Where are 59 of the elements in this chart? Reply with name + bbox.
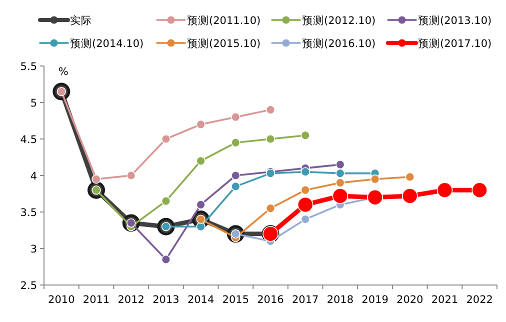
- legend-label: 预测(2017.10): [418, 38, 492, 50]
- point: [92, 174, 101, 184]
- point: [297, 196, 314, 213]
- legend-label: 预测(2016.10): [302, 38, 376, 50]
- x-tick-label: 2022: [466, 294, 493, 306]
- x-tick-label: 2013: [152, 294, 180, 306]
- point: [196, 156, 206, 166]
- y-tick-label: 3.5: [20, 207, 37, 219]
- y-tick-label: 4.5: [20, 134, 37, 146]
- point: [472, 182, 488, 198]
- point: [126, 170, 136, 180]
- point: [405, 172, 414, 182]
- legend-label: 预测(2012.10): [302, 15, 376, 27]
- legend-label: 预测(2013.10): [418, 15, 492, 27]
- point: [196, 200, 206, 210]
- point: [300, 130, 310, 140]
- x-tick-label: 2018: [326, 294, 354, 306]
- point: [336, 178, 345, 188]
- point: [436, 182, 453, 198]
- x-tick-label: 2019: [362, 294, 388, 306]
- legend-label: 预测(2011.10): [187, 15, 261, 27]
- point: [231, 138, 240, 148]
- point: [231, 182, 240, 192]
- y-axis-title: %: [58, 66, 68, 78]
- x-tick-label: 2021: [431, 294, 458, 306]
- x-tick-label: 2015: [222, 294, 250, 306]
- x-tick-label: 2014: [187, 294, 214, 306]
- point: [300, 214, 310, 224]
- x-tick-label: 2017: [292, 294, 319, 306]
- legend-label: 预测(2015.10): [187, 38, 261, 50]
- point: [161, 134, 171, 144]
- point: [336, 168, 345, 178]
- point: [402, 188, 418, 204]
- point: [300, 186, 310, 195]
- y-tick-label: 5: [30, 98, 37, 110]
- point: [266, 134, 276, 144]
- point: [161, 254, 171, 264]
- point: [332, 188, 348, 204]
- point: [161, 196, 171, 206]
- y-tick-label: 4: [30, 170, 38, 182]
- x-tick-label: 2020: [396, 294, 424, 306]
- point: [231, 170, 240, 180]
- point: [231, 112, 240, 122]
- x-tick-label: 2010: [48, 294, 75, 306]
- x-tick-label: 2012: [118, 294, 144, 306]
- point: [196, 120, 206, 129]
- y-tick-label: 5.5: [20, 61, 37, 73]
- point: [336, 160, 345, 170]
- y-tick-label: 2.5: [20, 280, 37, 292]
- y-tick-label: 3: [30, 244, 37, 256]
- point: [300, 167, 310, 176]
- point: [266, 204, 276, 213]
- x-tick-label: 2011: [82, 294, 110, 306]
- point: [367, 190, 383, 206]
- x-tick-label: 2016: [257, 294, 284, 306]
- point: [266, 105, 276, 114]
- legend-label: 实际: [70, 14, 92, 27]
- legend-label: 预测(2014.10): [70, 38, 144, 50]
- point: [370, 174, 380, 184]
